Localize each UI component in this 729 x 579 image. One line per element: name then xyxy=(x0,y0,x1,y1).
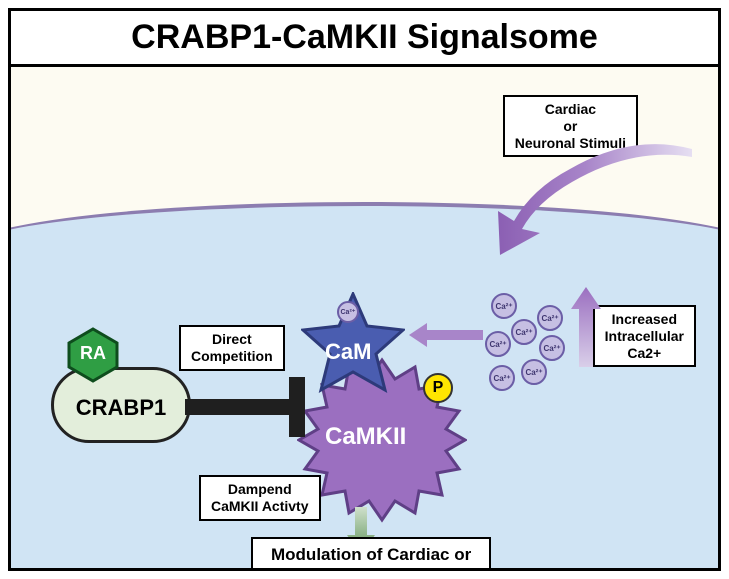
ca-ion: Ca²⁺ xyxy=(521,359,547,385)
ca-to-cam-arrow-icon xyxy=(409,323,483,347)
modulation-text: Modulation of Cardiac or Neuronal Stimul… xyxy=(271,545,471,568)
ca-ion: Ca²⁺ xyxy=(511,319,537,345)
crabp1-label: CRABP1 xyxy=(76,395,166,421)
ra-label: RA xyxy=(80,343,106,364)
increased-ca-label: Increased Intracellular Ca2+ xyxy=(593,305,696,367)
inhibition-icon xyxy=(185,377,315,437)
modulation-label: Modulation of Cardiac or Neuronal Stimul… xyxy=(251,537,491,568)
increased-ca-text: Increased Intracellular Ca2+ xyxy=(605,311,684,361)
diagram-body: Cardiac or Neuronal Stimuli Increased In… xyxy=(11,67,718,568)
title-bar: CRABP1-CaMKII Signalsome xyxy=(11,11,718,67)
ca-up-arrow-icon xyxy=(571,287,601,367)
camkii-label: CaMKII xyxy=(325,423,406,451)
ca-ion: Ca²⁺ xyxy=(485,331,511,357)
dampened-text: Dampend CaMKII Activty xyxy=(211,481,309,514)
direct-competition-text: Direct Competition xyxy=(191,331,273,364)
cam-label: CaM xyxy=(325,339,371,365)
ca-ion: Ca²⁺ xyxy=(489,365,515,391)
stimulus-arrow-icon xyxy=(482,137,702,257)
ca-ion-on-cam: Ca²⁺ xyxy=(337,301,359,323)
phospho-marker: P xyxy=(423,373,453,403)
ca-ion: Ca²⁺ xyxy=(491,293,517,319)
ca-ion: Ca²⁺ xyxy=(539,335,565,361)
dampened-label: Dampend CaMKII Activty xyxy=(199,475,321,521)
diagram-title: CRABP1-CaMKII Signalsome xyxy=(131,18,598,57)
ca-ion: Ca²⁺ xyxy=(537,305,563,331)
direct-competition-label: Direct Competition xyxy=(179,325,285,371)
diagram-frame: CRABP1-CaMKII Signalsome Cardiac or Neur… xyxy=(8,8,721,571)
phospho-text: P xyxy=(433,379,444,397)
